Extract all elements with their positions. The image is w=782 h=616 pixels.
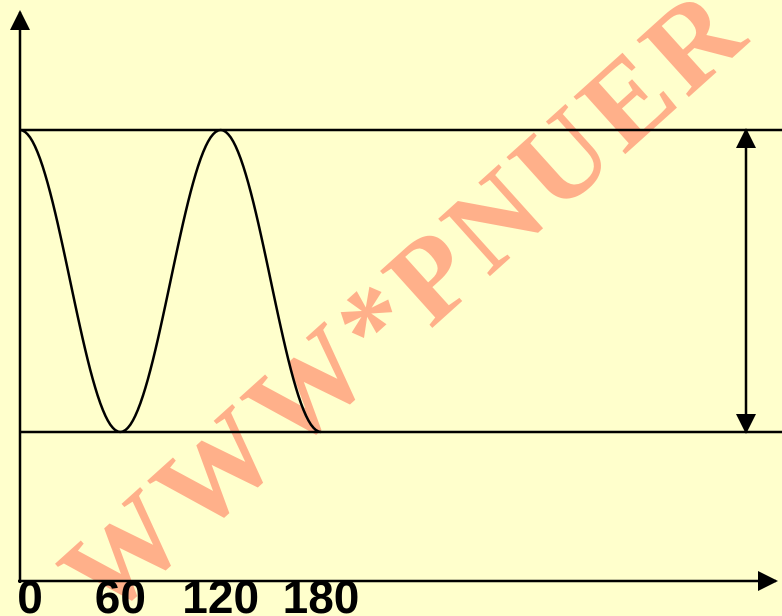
x-tick-label-0: 0 (17, 571, 43, 616)
x-tick-label-180: 180 (283, 571, 360, 616)
x-tick-label-120: 120 (182, 571, 259, 616)
series-curve (19, 128, 322, 434)
x-tick-label-60: 60 (95, 571, 146, 616)
x-tick-labels: 0 60 120 180 (17, 571, 359, 616)
watermark-text: WWW*PNUER (35, 0, 772, 616)
